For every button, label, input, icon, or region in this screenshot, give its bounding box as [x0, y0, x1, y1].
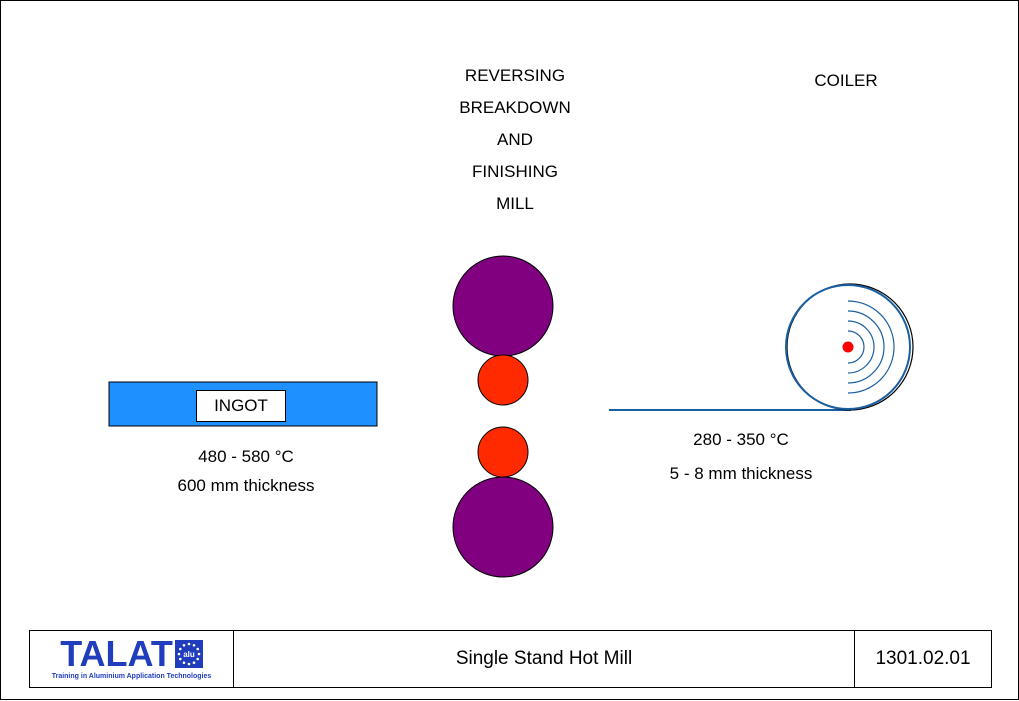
- coil-wrap-arc-3: [847, 330, 865, 364]
- diagram-title: Single Stand Hot Mill: [234, 631, 855, 687]
- upper-backup-roll: [452, 255, 554, 357]
- coil-outer: [785, 284, 911, 410]
- footer-bar: TALAT: [29, 630, 992, 688]
- ingot-thickness: 600 mm thickness: [177, 476, 315, 495]
- mill-label-line-1: REVERSING: [464, 66, 566, 85]
- strip-thickness: 5 - 8 mm thickness: [669, 464, 813, 483]
- coil-wrap-arc-4: [847, 310, 885, 384]
- mill-label-line-4: FINISHING: [472, 162, 558, 181]
- mill-label-line-2: BREAKDOWN: [459, 98, 571, 117]
- upper-work-roll: [477, 354, 529, 406]
- logo-subtitle: Training in Aluminium Application Techno…: [51, 673, 212, 680]
- eu-stars-icon: alu: [174, 640, 203, 668]
- logo-text: TALAT: [60, 633, 173, 674]
- coiler-label: COILER: [814, 71, 878, 90]
- lower-backup-roll: [452, 476, 554, 578]
- ingot-label: INGOT: [214, 396, 268, 415]
- strip-temperature: 280 - 350 °C: [693, 430, 789, 449]
- talat-logo: TALAT: [30, 631, 234, 687]
- mill-label-line-3: AND: [497, 130, 533, 149]
- logo-badge: alu: [183, 650, 195, 659]
- ingot-label-box: INGOT: [196, 390, 286, 422]
- coil-wrap-arc-2: [847, 320, 875, 374]
- logo-row: TALAT: [60, 636, 203, 672]
- coil-wrap-arc-1: [847, 300, 895, 394]
- diagram-code: 1301.02.01: [875, 648, 971, 669]
- mill-label-line-5: MILL: [496, 194, 534, 213]
- lower-work-roll: [477, 426, 529, 478]
- ingot-temperature: 480 - 580 °C: [198, 447, 294, 466]
- coil-mandrel: [842, 341, 854, 353]
